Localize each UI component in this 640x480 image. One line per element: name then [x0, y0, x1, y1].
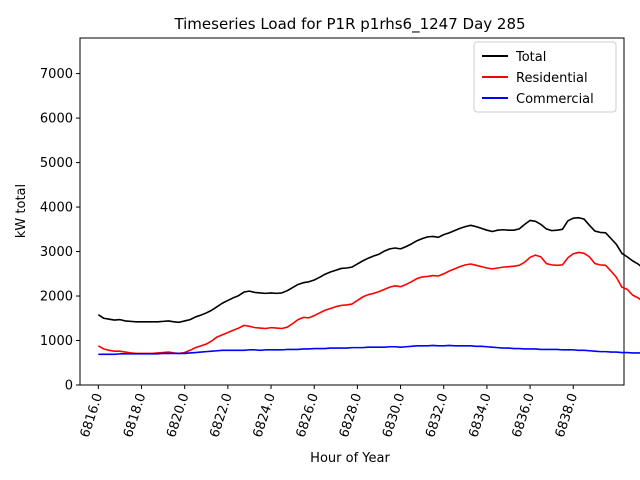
y-axis: 0 1000 2000 3000 4000 5000 6000 7000 [40, 67, 80, 394]
legend: Total Residential Commercial [473, 41, 617, 113]
series-lines [97, 216, 640, 356]
y-axis-label: kW total [14, 184, 29, 238]
y-tick-label: 5000 [40, 156, 73, 171]
legend-box [473, 41, 617, 113]
plot-frame [79, 37, 625, 386]
x-axis-label: Hour of Year [310, 451, 390, 466]
series-line-total [97, 216, 640, 324]
series-line-residential [97, 251, 640, 355]
legend-label-residential: Residential [516, 71, 588, 86]
chart-title: Timeseries Load for P1R p1rhs6_1247 Day … [173, 15, 525, 34]
legend-label-commercial: Commercial [516, 92, 594, 107]
y-tick-label: 2000 [40, 290, 73, 305]
y-tick-label: 4000 [40, 201, 73, 216]
y-tick-label: 6000 [40, 112, 73, 127]
plot-area [79, 37, 625, 386]
legend-label-total: Total [515, 50, 546, 65]
y-tick-label: 0 [65, 379, 73, 394]
y-tick-label: 1000 [40, 334, 73, 349]
y-tick-label: 3000 [40, 245, 73, 260]
y-tick-label: 7000 [40, 67, 73, 82]
series-line-commercial [98, 344, 640, 356]
